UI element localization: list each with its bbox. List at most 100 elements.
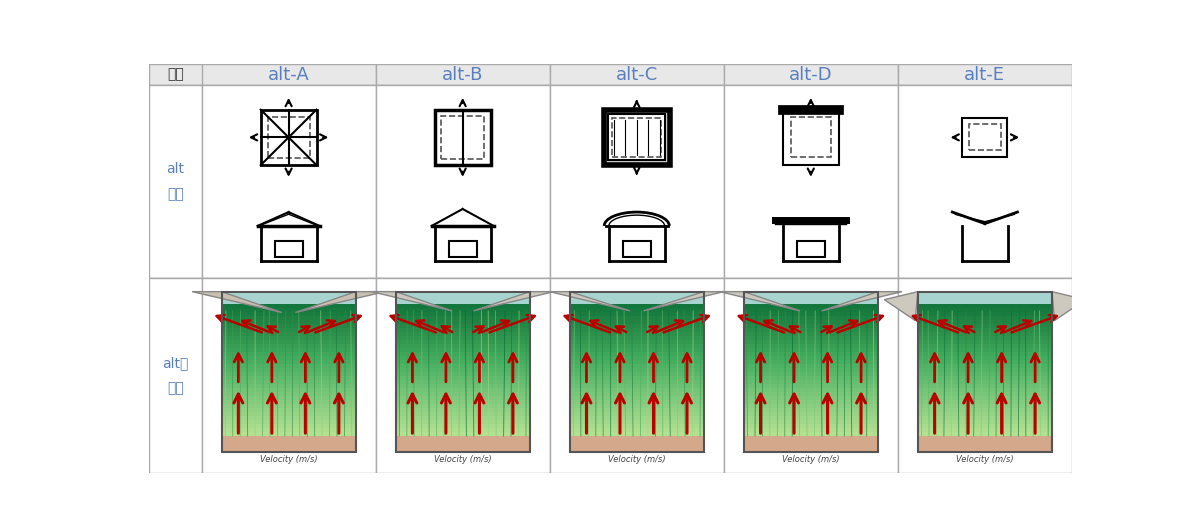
Bar xyxy=(744,359,878,364)
Bar xyxy=(222,443,356,448)
Bar xyxy=(395,383,530,388)
Bar xyxy=(222,327,356,332)
Bar xyxy=(782,110,838,165)
Bar xyxy=(918,292,1052,452)
Bar xyxy=(395,323,530,328)
Bar xyxy=(395,395,530,400)
Bar xyxy=(395,443,530,448)
Bar xyxy=(222,403,356,408)
Bar xyxy=(569,307,704,312)
Bar xyxy=(395,435,530,440)
Bar xyxy=(918,439,1052,444)
Bar xyxy=(222,355,356,360)
Bar xyxy=(918,319,1052,324)
Polygon shape xyxy=(643,292,724,311)
Bar xyxy=(569,379,704,384)
Text: alt-B: alt-B xyxy=(442,65,484,84)
Bar xyxy=(201,86,375,278)
Bar xyxy=(918,371,1052,376)
Bar xyxy=(395,307,530,312)
Bar xyxy=(918,395,1052,400)
Text: Velocity (m/s): Velocity (m/s) xyxy=(260,455,318,464)
Bar xyxy=(918,447,1052,452)
Bar xyxy=(222,435,356,440)
Bar xyxy=(918,363,1052,368)
Bar xyxy=(222,447,356,452)
Bar xyxy=(569,351,704,356)
Bar xyxy=(395,423,530,428)
Bar xyxy=(569,335,704,340)
Bar xyxy=(612,118,661,156)
Bar xyxy=(395,363,530,368)
Bar xyxy=(222,363,356,368)
Bar xyxy=(569,427,704,432)
Bar xyxy=(395,447,530,452)
Bar xyxy=(918,292,1052,304)
Bar xyxy=(918,335,1052,340)
Bar xyxy=(222,291,356,296)
Bar xyxy=(744,371,878,376)
Bar xyxy=(918,339,1052,344)
Bar xyxy=(744,375,878,380)
Bar xyxy=(569,355,704,360)
Bar xyxy=(569,399,704,404)
Bar xyxy=(569,431,704,436)
Bar xyxy=(724,278,898,473)
Bar xyxy=(395,427,530,432)
Bar xyxy=(744,411,878,416)
Bar xyxy=(222,383,356,388)
Bar xyxy=(375,86,550,278)
Bar xyxy=(918,327,1052,332)
Bar xyxy=(744,307,878,312)
Bar xyxy=(744,419,878,424)
Bar xyxy=(744,303,878,307)
Bar xyxy=(744,431,878,436)
Bar xyxy=(918,331,1052,336)
Bar xyxy=(569,347,704,352)
Bar xyxy=(918,307,1052,312)
Bar xyxy=(222,303,356,307)
Bar xyxy=(149,278,201,473)
Bar xyxy=(222,407,356,412)
Bar xyxy=(395,439,530,444)
Bar xyxy=(222,415,356,420)
Bar xyxy=(569,299,704,304)
Bar xyxy=(744,335,878,340)
Text: alt별
결과: alt별 결과 xyxy=(162,356,188,395)
Bar xyxy=(898,64,1072,86)
Bar xyxy=(609,114,665,161)
Bar xyxy=(149,278,1072,473)
Bar xyxy=(604,110,669,165)
Text: Velocity (m/s): Velocity (m/s) xyxy=(956,455,1014,464)
Bar xyxy=(449,241,476,257)
Bar xyxy=(569,292,704,304)
Bar xyxy=(744,323,878,328)
Bar xyxy=(569,292,704,452)
Bar xyxy=(569,311,704,315)
Bar xyxy=(569,383,704,388)
Bar xyxy=(222,379,356,384)
Bar xyxy=(222,439,356,444)
Bar xyxy=(744,383,878,388)
Bar xyxy=(569,391,704,396)
Bar xyxy=(569,443,704,448)
Polygon shape xyxy=(719,292,800,311)
Bar xyxy=(918,383,1052,388)
Bar xyxy=(744,399,878,404)
Bar xyxy=(918,435,1052,440)
Bar xyxy=(918,291,1052,296)
Bar xyxy=(569,419,704,424)
Bar xyxy=(569,436,704,452)
Bar xyxy=(222,347,356,352)
Bar xyxy=(222,331,356,336)
Text: alt-C: alt-C xyxy=(616,65,657,84)
Bar xyxy=(791,118,831,157)
Bar xyxy=(744,427,878,432)
Polygon shape xyxy=(1052,292,1085,320)
Bar xyxy=(395,436,530,452)
Bar xyxy=(797,241,824,257)
Bar xyxy=(918,391,1052,396)
Bar xyxy=(724,86,898,278)
Bar xyxy=(918,423,1052,428)
Bar xyxy=(918,367,1052,372)
